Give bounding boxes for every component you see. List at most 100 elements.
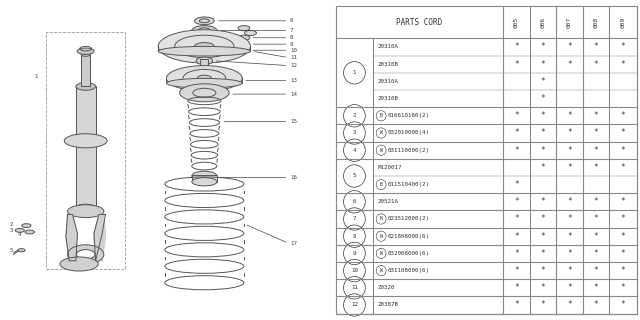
Text: 16: 16 (290, 175, 297, 180)
Text: *: * (621, 300, 625, 309)
Text: 20387B: 20387B (378, 302, 399, 308)
Bar (192, 175, 217, 182)
Text: *: * (621, 232, 625, 241)
Text: *: * (567, 197, 572, 206)
Text: W: W (380, 148, 383, 153)
Text: *: * (541, 163, 545, 172)
Text: *: * (621, 43, 625, 52)
Text: 12: 12 (351, 302, 358, 308)
Text: *: * (515, 214, 519, 223)
Ellipse shape (76, 83, 95, 90)
Text: *: * (567, 283, 572, 292)
Ellipse shape (68, 245, 104, 264)
Text: *: * (593, 146, 598, 155)
Text: *: * (541, 129, 545, 138)
Text: 008: 008 (593, 17, 598, 28)
Text: 20310B: 20310B (378, 96, 399, 101)
Polygon shape (94, 214, 106, 261)
Text: *: * (567, 266, 572, 275)
Text: 007: 007 (567, 17, 572, 28)
Text: *: * (541, 77, 545, 86)
Text: 5: 5 (353, 173, 356, 179)
Text: *: * (515, 43, 519, 52)
Text: 2: 2 (353, 113, 356, 118)
Text: *: * (621, 60, 625, 69)
Text: 20310A: 20310A (378, 44, 399, 50)
Text: *: * (593, 283, 598, 292)
Text: *: * (593, 129, 598, 138)
Ellipse shape (238, 26, 250, 31)
Ellipse shape (196, 57, 212, 65)
Text: *: * (621, 249, 625, 258)
Text: *: * (593, 43, 598, 52)
Ellipse shape (244, 30, 257, 36)
Ellipse shape (77, 48, 94, 54)
Text: 20320: 20320 (378, 285, 396, 290)
Text: *: * (541, 300, 545, 309)
Text: *: * (541, 111, 545, 120)
Text: *: * (593, 163, 598, 172)
Text: 032008000(6): 032008000(6) (388, 251, 429, 256)
Text: 7: 7 (353, 217, 356, 221)
Text: PARTS CORD: PARTS CORD (397, 18, 443, 27)
Text: *: * (541, 266, 545, 275)
Text: *: * (621, 129, 625, 138)
Text: *: * (567, 60, 572, 69)
Text: *: * (515, 129, 519, 138)
Bar (46, 32, 125, 269)
Ellipse shape (195, 43, 214, 50)
Text: 3: 3 (353, 131, 356, 135)
Text: 11: 11 (290, 55, 297, 60)
Bar (81, 54, 90, 86)
Text: *: * (567, 300, 572, 309)
Text: *: * (621, 146, 625, 155)
Ellipse shape (68, 205, 104, 218)
Ellipse shape (158, 46, 250, 56)
Text: *: * (541, 60, 545, 69)
Text: *: * (621, 111, 625, 120)
Text: 8: 8 (353, 234, 356, 239)
Text: *: * (621, 214, 625, 223)
Ellipse shape (197, 75, 212, 82)
Text: *: * (567, 214, 572, 223)
Ellipse shape (195, 17, 214, 25)
Text: *: * (515, 283, 519, 292)
Text: 20521A: 20521A (378, 199, 399, 204)
Text: *: * (621, 266, 625, 275)
Text: 10: 10 (351, 268, 358, 273)
Text: 4: 4 (353, 148, 356, 153)
Text: *: * (567, 111, 572, 120)
Text: W: W (380, 131, 383, 135)
Ellipse shape (238, 35, 250, 40)
Text: *: * (515, 300, 519, 309)
Text: 15: 15 (290, 119, 297, 124)
Text: *: * (621, 163, 625, 172)
Text: 032010000(4): 032010000(4) (388, 131, 429, 135)
Text: 021808000(6): 021808000(6) (388, 234, 429, 239)
Ellipse shape (180, 84, 229, 102)
Text: 10: 10 (290, 48, 297, 53)
Text: *: * (593, 60, 598, 69)
Text: *: * (515, 180, 519, 189)
Ellipse shape (81, 52, 90, 56)
Bar (200, 59, 208, 77)
Text: *: * (541, 43, 545, 52)
Text: *: * (593, 266, 598, 275)
Text: *: * (515, 111, 519, 120)
Text: *: * (541, 232, 545, 241)
Text: 20310B: 20310B (378, 62, 399, 67)
Text: *: * (593, 232, 598, 241)
Text: *: * (515, 197, 519, 206)
Text: 6: 6 (290, 18, 294, 23)
Text: 14: 14 (290, 92, 297, 97)
Ellipse shape (76, 250, 95, 259)
Text: *: * (567, 43, 572, 52)
Text: 1: 1 (35, 74, 38, 79)
Text: *: * (541, 283, 545, 292)
Text: 5: 5 (10, 248, 13, 253)
Text: *: * (567, 249, 572, 258)
Polygon shape (66, 214, 77, 261)
Text: 4: 4 (18, 232, 22, 237)
Text: *: * (621, 283, 625, 292)
Text: 3: 3 (10, 228, 13, 233)
